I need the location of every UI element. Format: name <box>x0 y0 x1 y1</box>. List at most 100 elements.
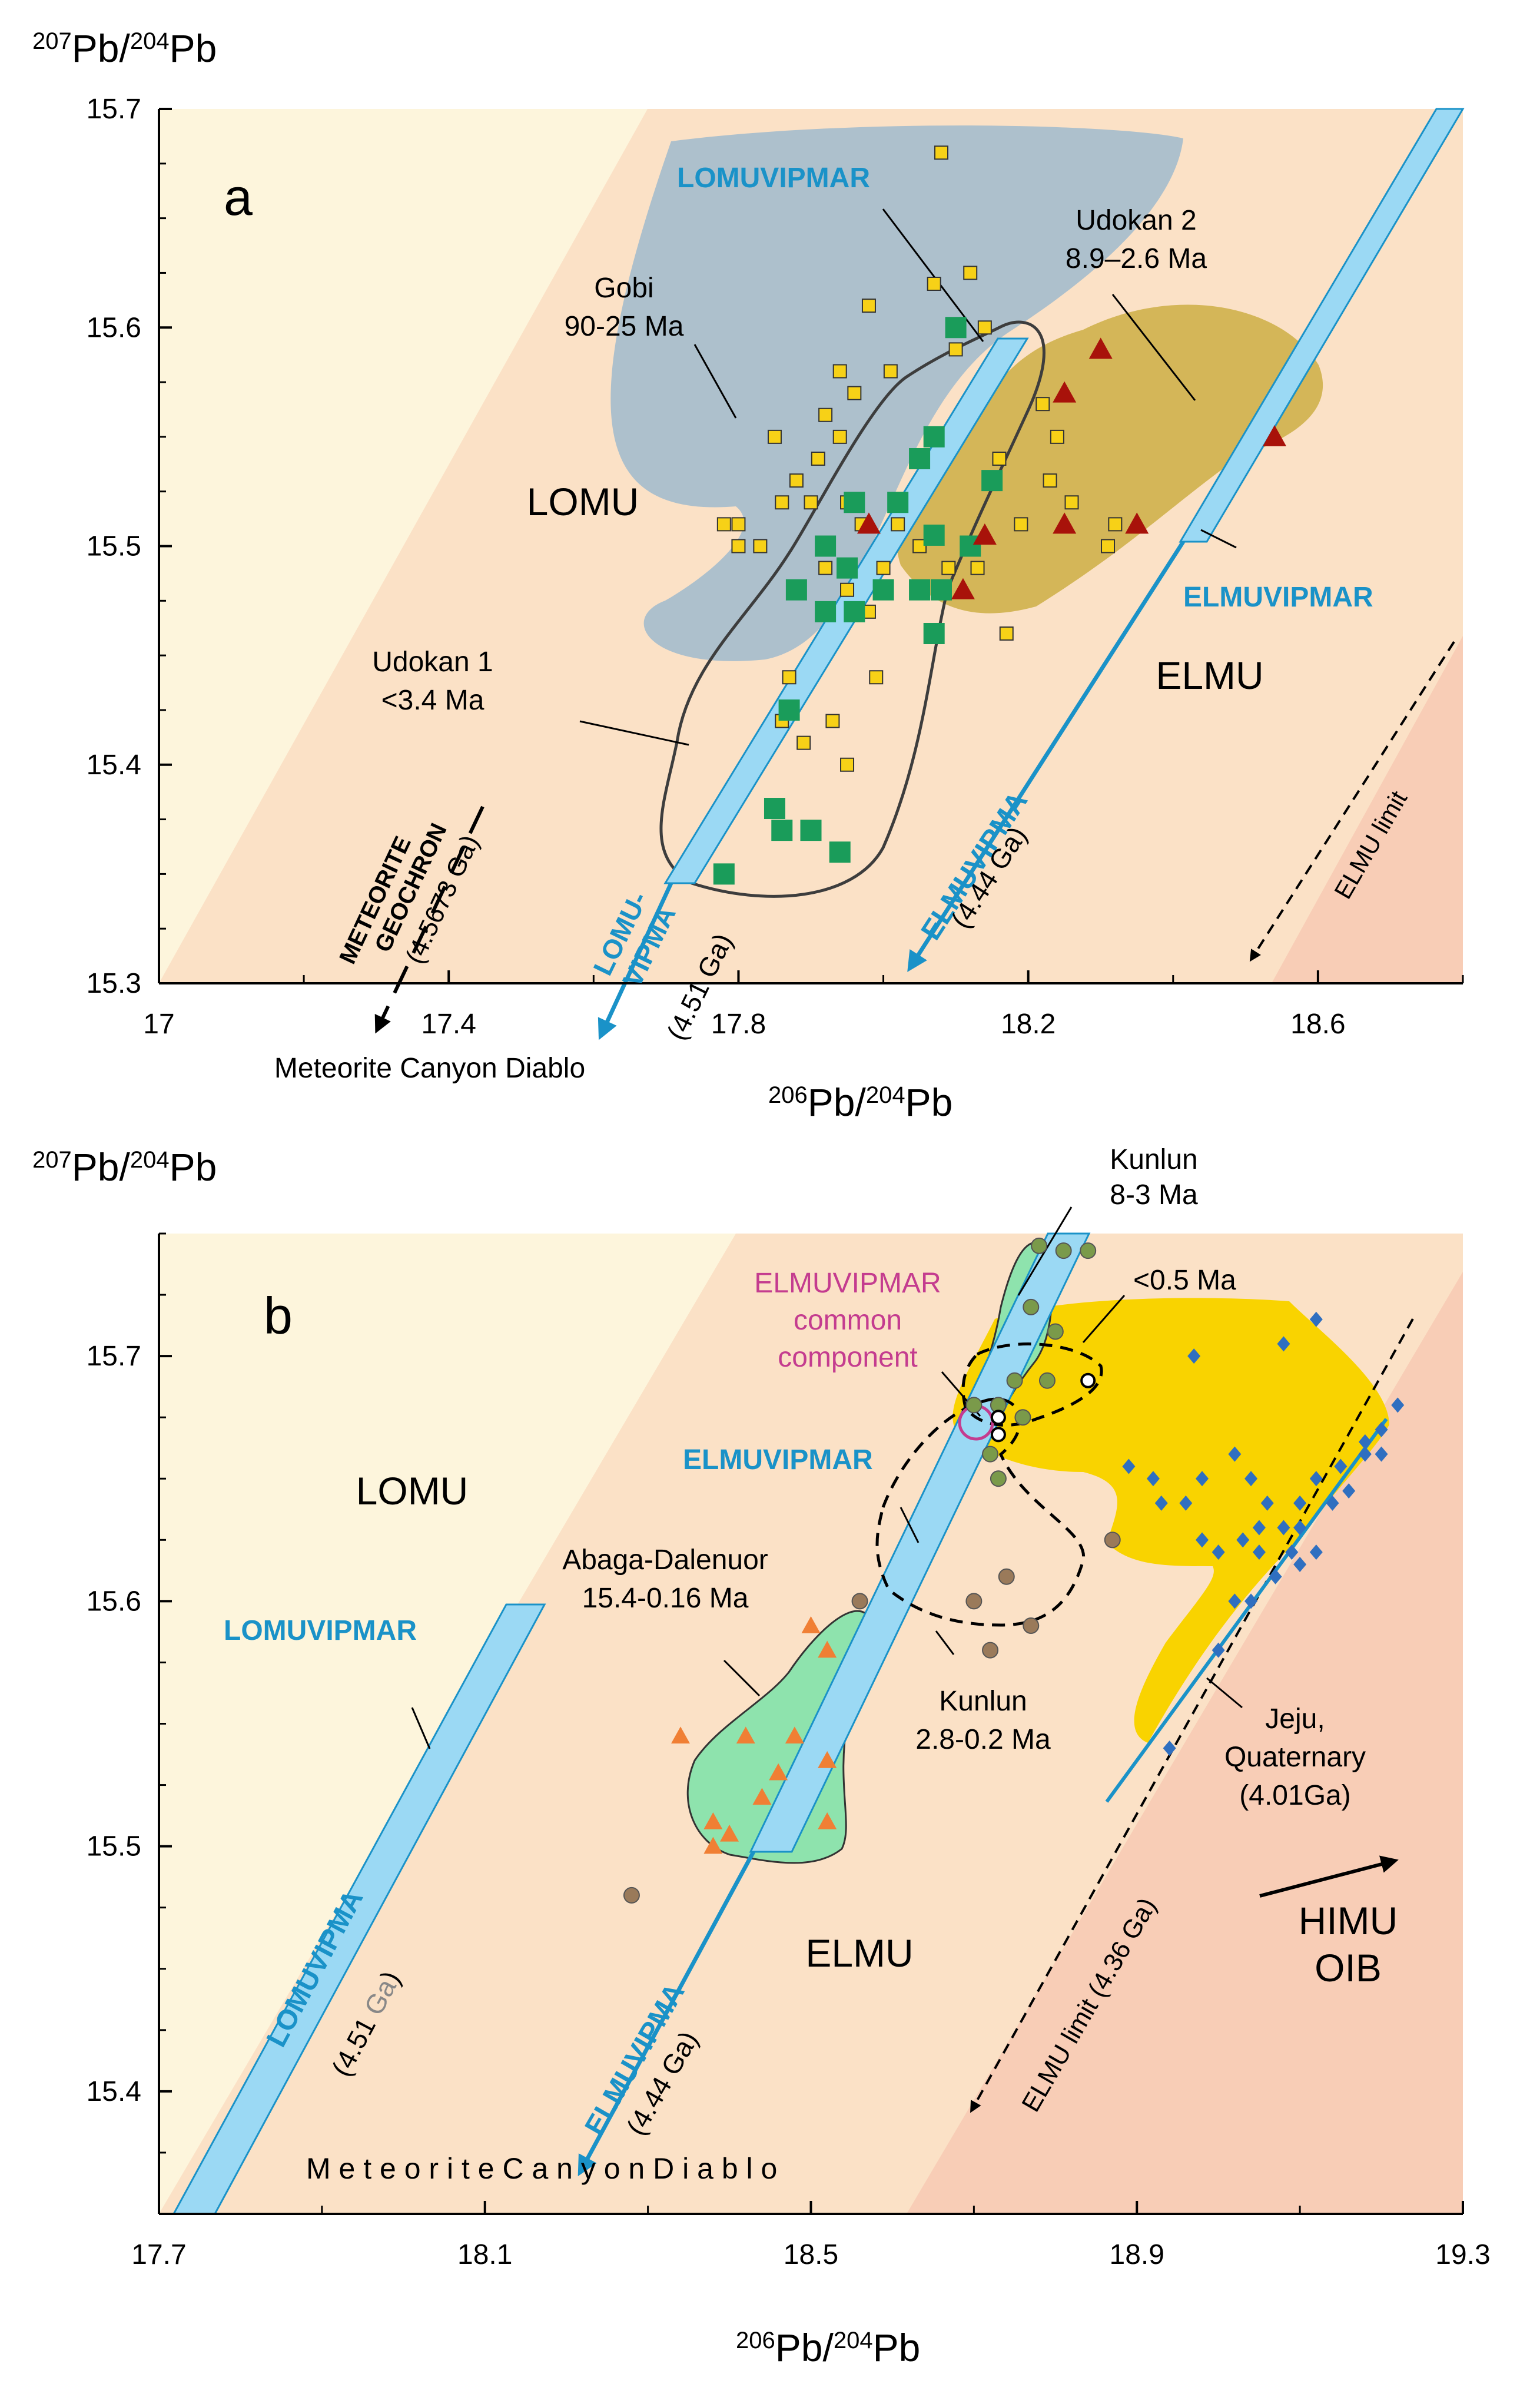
data-point-gobi-90-25-ma <box>869 670 884 685</box>
data-point-udokan-1-3-4-ma <box>844 601 865 622</box>
elmuvipmar-label-a: ELMUVIPMAR <box>1183 582 1373 613</box>
kunlun1-title: Kunlun <box>1110 1144 1197 1175</box>
jeju-line <box>1105 1418 1388 1803</box>
data-point-udokan-1-3-4-ma <box>909 448 931 469</box>
udokan1-leader <box>579 720 689 746</box>
data-point-jeju-quaternary <box>1122 1458 1136 1474</box>
data-point-udokan-1-3-4-ma <box>931 579 952 601</box>
data-point-jeju-quaternary <box>1196 1471 1209 1487</box>
udokan2-title: Udokan 2 <box>1076 205 1196 236</box>
canyon-diablo-b: M e t e o r i t e C a n y o n D i a b l … <box>306 2152 777 2185</box>
data-point-gobi-90-25-ma <box>782 670 796 685</box>
data-point-gobi-90-25-ma <box>861 299 876 313</box>
data-point-jeju-quaternary <box>1187 1348 1201 1364</box>
gobi-field <box>610 125 1183 661</box>
data-point-jeju-quaternary <box>1252 1520 1266 1536</box>
gobi-leader <box>693 344 737 419</box>
data-point-udokan-1-3-4-ma <box>815 601 837 622</box>
data-point-udokan-1-3-4-ma <box>844 492 865 513</box>
data-point-kunlun-8-3-ma <box>1023 1298 1040 1315</box>
jeju-label-1: Jeju, <box>1265 1703 1325 1735</box>
data-point-jeju-quaternary <box>1212 1642 1225 1658</box>
data-point-kunlun-8-3-ma <box>1038 1372 1056 1389</box>
data-point-jeju-quaternary <box>1228 1446 1242 1462</box>
data-point-jeju-quaternary <box>1212 1544 1225 1560</box>
data-point-jeju-quaternary <box>1293 1556 1307 1572</box>
data-point-jeju-quaternary <box>1154 1495 1168 1511</box>
data-point-kunlun-8-3-ma <box>1014 1409 1031 1426</box>
data-point-kunlun-2-8-0-2-ma <box>851 1593 868 1610</box>
elmuvipmar-label-b: ELMUVIPMAR <box>683 1444 873 1476</box>
x-axis-title-a: 206Pb/204Pb <box>768 1080 952 1124</box>
x-tick-label: 18.6 <box>1290 1009 1345 1040</box>
data-point-gobi-90-25-ma <box>840 757 855 772</box>
y-tick-label: 15.5 <box>87 1831 141 1862</box>
kunlun-2-8-field <box>875 1397 1086 1627</box>
data-point-jeju-quaternary <box>1228 1593 1242 1609</box>
elmu-limit-arrow-a <box>1249 641 1455 962</box>
data-point-jeju-quaternary <box>1293 1495 1307 1511</box>
abaga-title: Abaga-Dalenuor <box>562 1544 768 1576</box>
data-point-jeju-quaternary <box>1285 1544 1299 1560</box>
data-point-gobi-90-25-ma <box>970 561 985 575</box>
panel-b: 17.7 18.1 18.5 18.9 19.3 15.4 15.5 15.6 15.7 b L… <box>32 1144 1491 2369</box>
data-point-jeju-quaternary <box>1375 1446 1388 1462</box>
x-tick-label: 17.4 <box>421 1009 476 1040</box>
data-point-kunlun-8-3-ma <box>1047 1323 1064 1340</box>
lomu-label-a: LOMU <box>527 480 639 523</box>
udokan2-leader <box>1111 294 1196 401</box>
data-point-abaga-dalenuor-15-4-0-16-ma <box>736 1726 755 1744</box>
data-point-kunlun-8-3-ma <box>965 1397 983 1414</box>
x-tick-label: 17.8 <box>711 1009 766 1040</box>
data-point-udokan-2-8-9-2-6-ma <box>951 578 975 599</box>
lomu-label-b: LOMU <box>356 1469 469 1513</box>
y-axis-title-a: 207Pb/204Pb <box>32 26 217 70</box>
data-point-jeju-quaternary <box>1269 1569 1282 1584</box>
x-axis-title-b: 206Pb/204Pb <box>736 2326 920 2369</box>
data-point-udokan-1-3-4-ma <box>837 557 858 579</box>
data-point-jeju-quaternary <box>1391 1397 1405 1413</box>
elmuvipmar-leader-a <box>1200 529 1237 549</box>
data-point-gobi-90-25-ma <box>891 517 905 532</box>
jeju-label-3: (4.01Ga) <box>1239 1780 1350 1811</box>
data-point-gobi-90-25-ma <box>731 539 746 553</box>
plot-b-data <box>623 1237 1405 1904</box>
data-point-jeju-quaternary <box>1326 1495 1339 1511</box>
elmuvipmar-band-b <box>749 1232 1091 1853</box>
jeju-leader <box>1206 1677 1243 1709</box>
x-tick-label: 18.2 <box>1001 1009 1056 1040</box>
data-point-jeju-quaternary <box>1375 1422 1388 1437</box>
y-tick-label: 15.7 <box>87 1341 141 1372</box>
data-point-gobi-90-25-ma <box>811 452 825 466</box>
panel-a: 17 17.4 17.8 18.2 18.6 15.3 15.4 15.5 15.6 15.7 a… <box>32 26 1465 1124</box>
data-point-jeju-quaternary <box>1196 1532 1209 1548</box>
data-point-udokan-1-3-4-ma <box>981 470 1003 492</box>
data-point-gobi-90-25-ma <box>832 364 847 379</box>
elmuvipmar-leader-b <box>900 1507 920 1543</box>
data-point-gobi-90-25-ma <box>753 539 768 553</box>
data-point-gobi-90-25-ma <box>1064 495 1079 510</box>
data-point-udokan-1-3-4-ma <box>887 492 909 513</box>
elmu-limit-background <box>1272 636 1463 983</box>
data-point-jeju-quaternary <box>1179 1495 1193 1511</box>
jeju-label-2: Quaternary <box>1224 1742 1366 1773</box>
data-point-abaga-dalenuor-15-4-0-16-ma <box>703 1836 723 1854</box>
y-tick-label: 15.6 <box>87 312 141 343</box>
common-label-2: common <box>794 1305 902 1336</box>
lomuvipmar-leader-a <box>882 208 984 342</box>
himu-label-2: OIB <box>1315 1946 1382 1990</box>
data-point-udokan-1-3-4-ma <box>778 699 800 721</box>
data-point-udokan-1-3-4-ma <box>923 426 945 447</box>
x-tick-label: 18.5 <box>784 2239 838 2270</box>
y-tick-label: 15.4 <box>87 2076 141 2107</box>
data-point-gobi-90-25-ma <box>767 429 782 444</box>
data-point-udokan-2-8-9-2-6-ma <box>973 523 997 545</box>
data-point-abaga-dalenuor-15-4-0-16-ma <box>752 1788 772 1805</box>
data-point-jeju-quaternary <box>1334 1458 1348 1474</box>
data-point-udokan-1-3-4-ma <box>909 579 931 601</box>
elmu-label-a: ELMU <box>1156 654 1263 697</box>
data-point-kunlun-2-8-0-2-ma <box>998 1568 1015 1585</box>
data-point-abaga-dalenuor-15-4-0-16-ma <box>785 1726 804 1744</box>
data-point-udokan-1-3-4-ma <box>785 579 807 601</box>
